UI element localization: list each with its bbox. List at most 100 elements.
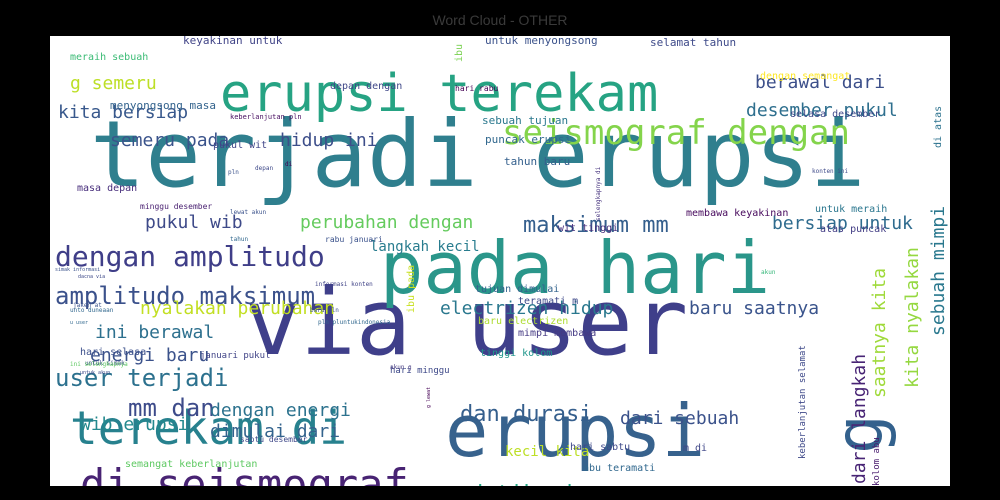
cloud-word: abu teramati bbox=[583, 463, 655, 474]
cloud-word: ibu pada bbox=[406, 265, 417, 313]
cloud-word: puncak erupsi bbox=[485, 133, 571, 146]
cloud-word: detik via bbox=[470, 482, 589, 486]
cloud-word: sebuah tujuan bbox=[482, 114, 568, 127]
cloud-word: berawal dari bbox=[755, 72, 885, 93]
cloud-word: m di bbox=[683, 443, 707, 454]
cloud-word: tahun baru bbox=[504, 155, 570, 168]
cloud-word: rabu januari bbox=[325, 235, 383, 244]
cloud-word: sabtu desember bbox=[240, 435, 308, 444]
cloud-word: januari pukul bbox=[200, 351, 270, 361]
cloud-word: informasi konten bbox=[315, 281, 373, 288]
cloud-word: langkah kecil bbox=[370, 239, 480, 255]
cloud-word: depan bbox=[255, 165, 273, 172]
cloud-word: mm dan bbox=[128, 394, 215, 422]
word-cloud: via user terjadi erupsi pada hari erupsi g er… bbox=[50, 36, 950, 486]
cloud-word: hari sabtu bbox=[570, 442, 630, 453]
chart-title: Word Cloud - OTHER bbox=[432, 12, 568, 28]
cloud-word: g lewat bbox=[426, 387, 432, 408]
cloud-word: menyongsong masa bbox=[110, 99, 216, 112]
cloud-word: g bbox=[821, 414, 898, 454]
cloud-word: baru pln bbox=[310, 307, 339, 314]
cloud-word: dari sebuah bbox=[620, 408, 739, 429]
cloud-word: untuk menyongsong bbox=[485, 36, 598, 47]
cloud-word: keberlanjutan pln bbox=[230, 113, 302, 121]
cloud-word: membawa keyakinan bbox=[686, 208, 788, 219]
cloud-word: wib erupsi bbox=[80, 414, 188, 435]
cloud-word: masa depan bbox=[77, 183, 137, 194]
cloud-word: desember pukul bbox=[746, 100, 898, 121]
cloud-word: hari selasa bbox=[80, 347, 146, 358]
cloud-word: g semeru bbox=[70, 73, 157, 94]
cloud-word: bersiap untuk bbox=[772, 213, 913, 234]
cloud-word: kita bersiap bbox=[58, 102, 188, 123]
cloud-word: hari rabu bbox=[455, 84, 499, 93]
cloud-word: maksimum mm bbox=[523, 213, 669, 238]
cloud-word: unto duneaan bbox=[70, 307, 114, 314]
cloud-word: tahun bbox=[230, 236, 248, 243]
cloud-word: keyakinan untuk bbox=[183, 36, 283, 47]
cloud-word: dengan energi bbox=[210, 400, 351, 421]
cloud-word: kolom abu bbox=[872, 437, 882, 486]
cloud-word: semeru pada bbox=[110, 130, 229, 151]
cloud-word: pukul wib bbox=[145, 212, 243, 233]
cloud-word: electrizen hidup bbox=[440, 298, 613, 319]
cloud-word: pukul wit bbox=[213, 140, 267, 151]
cloud-word: baru electrizen bbox=[478, 316, 568, 327]
cloud-word: hari minggu bbox=[390, 366, 450, 376]
cloud-word: ini selengkapnya bbox=[70, 361, 128, 368]
cloud-word: selamat tahun bbox=[650, 36, 736, 49]
cloud-word: amplitudo maksimum bbox=[55, 282, 315, 310]
cloud-word: minggu desember bbox=[140, 202, 212, 211]
cloud-word: kita nyalakan bbox=[902, 247, 923, 388]
cloud-word: dacna via bbox=[78, 274, 105, 280]
cloud-word: erupsi terekam bbox=[220, 64, 658, 124]
cloud-word: untuk meraih bbox=[815, 204, 887, 215]
cloud-word: mimpi membawa bbox=[518, 328, 596, 339]
cloud-word: jaken at bbox=[73, 302, 102, 309]
cloud-word: pada hari bbox=[380, 226, 770, 310]
cloud-word: di atas bbox=[933, 106, 944, 148]
cloud-word: terekam di bbox=[70, 401, 347, 455]
cloud-word: u user bbox=[70, 320, 88, 326]
cloud-word: akun bbox=[761, 269, 776, 276]
cloud-word: depan dengan bbox=[330, 81, 402, 92]
cloud-word: baru saatnya bbox=[689, 298, 819, 319]
cloud-word: meraih sebuah bbox=[70, 52, 148, 63]
cloud-word: user terjadi bbox=[55, 364, 228, 392]
cloud-word: teramati m bbox=[518, 296, 578, 307]
cloud-word: pln pluntukindonesia bbox=[318, 319, 391, 326]
cloud-word: tinggi kolom bbox=[480, 348, 552, 359]
cloud-word: seismograf dengan bbox=[502, 113, 850, 153]
cloud-word: terjadi erupsi bbox=[90, 101, 865, 208]
cloud-word: wit tinggi bbox=[558, 223, 618, 234]
cloud-word: nyalakan perubahan bbox=[140, 298, 335, 319]
cloud-word: erupsi bbox=[445, 389, 705, 473]
cloud-word: di seismograf bbox=[80, 460, 409, 486]
cloud-word: saatnya kita bbox=[869, 268, 890, 398]
cloud-word: selasa desember bbox=[790, 109, 880, 120]
word-cloud-background bbox=[50, 36, 950, 486]
cloud-word: akun g bbox=[390, 364, 412, 371]
cloud-word: energi baru bbox=[90, 345, 209, 366]
cloud-word: lewat akun bbox=[230, 209, 267, 216]
cloud-word: dan durasi bbox=[460, 402, 592, 427]
cloud-word: dimulai dari bbox=[210, 421, 340, 442]
cloud-word: tujuan dimulai bbox=[475, 284, 559, 295]
cloud-word: untuk simak bbox=[85, 360, 125, 367]
cloud-word: hidup ini bbox=[280, 130, 378, 151]
cloud-word: sebuah mimpi bbox=[928, 206, 949, 336]
cloud-word: untuk akun bbox=[80, 370, 110, 376]
cloud-word: simak informasi bbox=[55, 267, 100, 273]
cloud-word: semangat keberlanjutan bbox=[125, 459, 257, 470]
cloud-word: selengkapnya di bbox=[595, 166, 602, 221]
cloud-word: perubahan dengan bbox=[300, 212, 473, 233]
cloud-word: di bbox=[285, 161, 293, 168]
cloud-word: via user bbox=[245, 269, 688, 376]
cloud-word: kecil kita bbox=[505, 444, 589, 460]
cloud-word: konten ini bbox=[812, 168, 849, 175]
cloud-word: atas puncak bbox=[820, 224, 886, 235]
word-cloud-canvas: via user terjadi erupsi pada hari erupsi g er… bbox=[50, 36, 950, 486]
cloud-word: dengan semangat bbox=[760, 71, 850, 82]
cloud-word: dari langkah bbox=[849, 354, 870, 484]
cloud-word: dengan amplitudo bbox=[55, 240, 325, 273]
